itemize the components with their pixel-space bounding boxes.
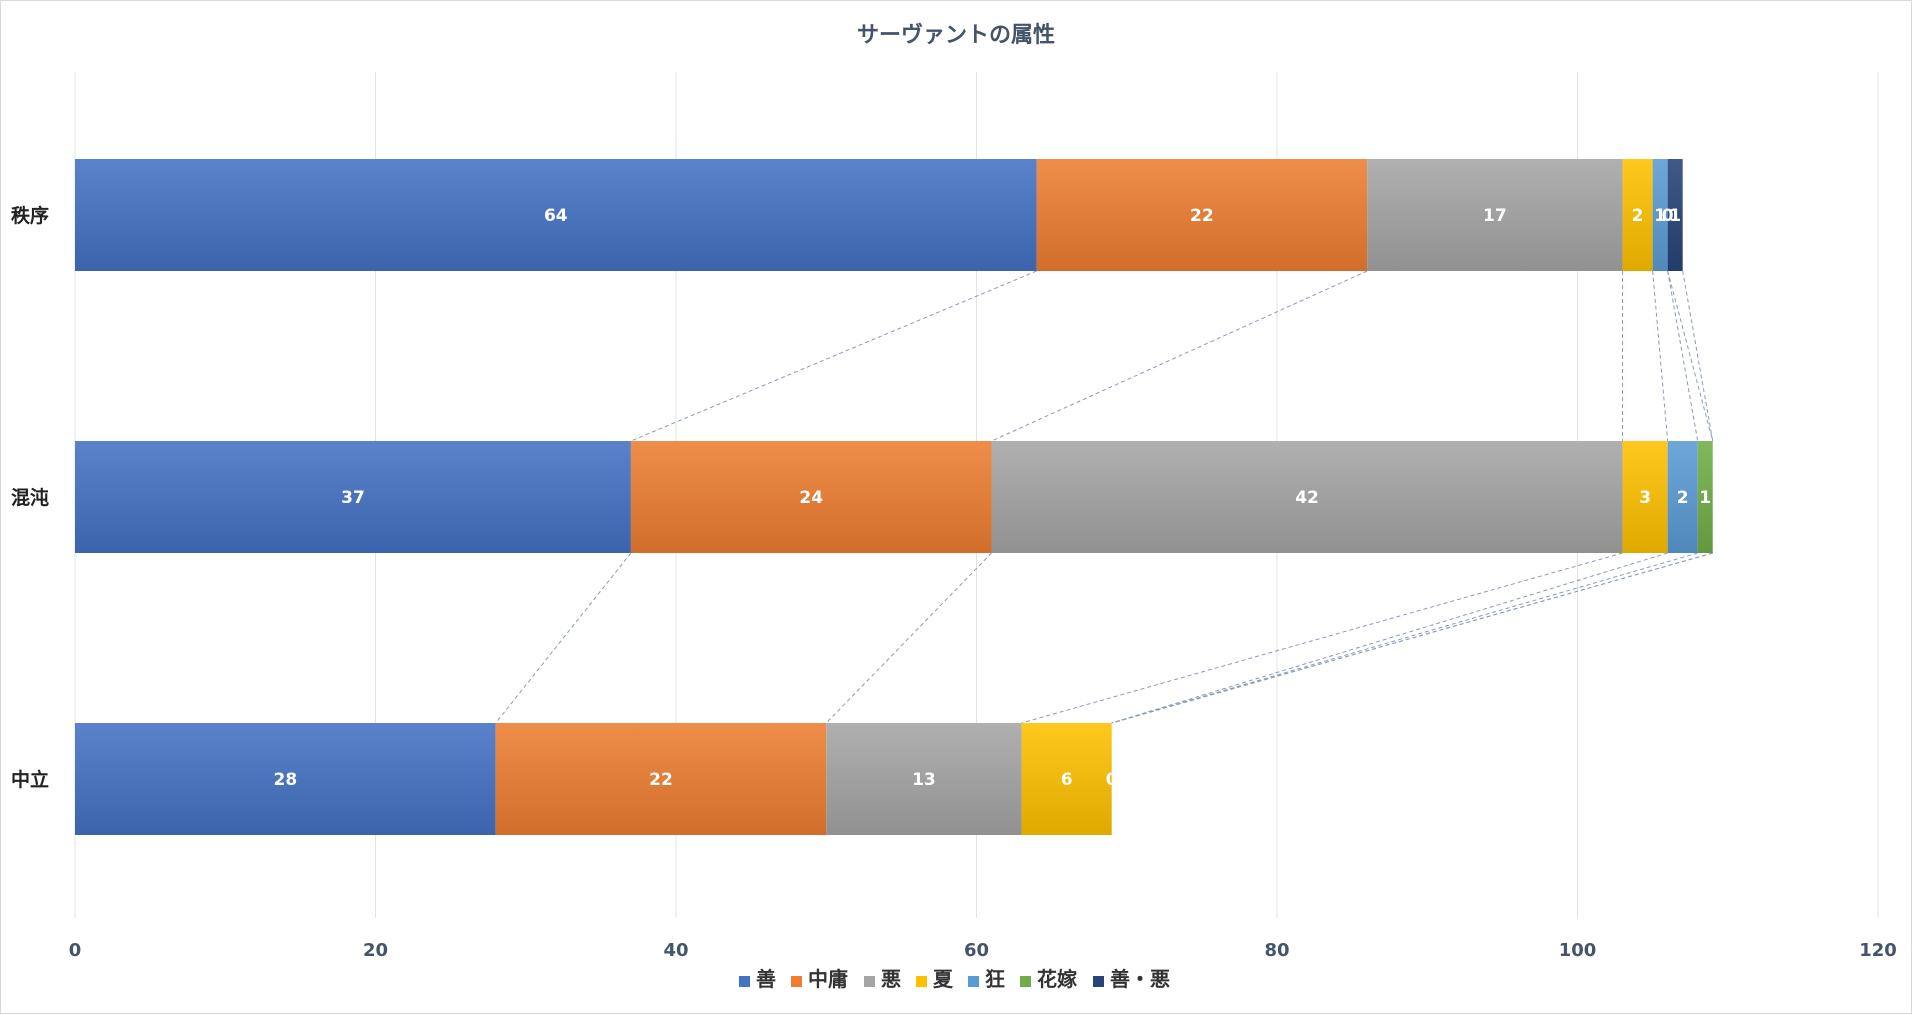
series-line [991,270,1368,442]
legend-swatch [916,976,927,987]
bar-segment [495,723,827,835]
legend: 善 中庸 悪 夏 狂 花嫁 善・悪 [739,967,1170,991]
series-lines [495,270,1714,724]
bar-segment [1652,159,1668,271]
x-tick-label: 0 [69,940,82,961]
x-tick-label: 40 [663,940,688,961]
data-label: 17 [1483,206,1507,226]
legend-swatch [968,976,979,987]
bar-segment [991,441,1623,553]
legend-label: 夏 [933,967,954,991]
series-line [1667,270,1714,442]
series-line [1667,270,1699,442]
value-axis: 0 20 40 60 80 100 120 [69,940,1897,961]
x-tick-label: 60 [964,940,989,961]
series-line [1021,552,1623,724]
legend-swatch [791,976,802,987]
bar-segment [630,441,992,553]
series-line [1111,552,1713,724]
series-line [630,270,1037,442]
x-tick-label: 100 [1559,940,1597,961]
bar-segment [75,159,1037,271]
series-line [1682,270,1714,442]
bar-segment [1697,441,1713,553]
data-label: 0 [1106,770,1118,790]
legend-label: 悪 [881,967,901,991]
legend-label: 花嫁 [1037,967,1077,991]
bar-segment [1367,159,1623,271]
x-tick-label: 20 [363,940,388,961]
category-label: 秩序 [11,204,49,227]
bar-segment [1036,159,1368,271]
data-label: 6 [1061,770,1073,790]
data-label: 2 [1632,206,1644,226]
data-label: 1 [1654,206,1666,226]
bar-segment [75,723,496,835]
data-label: 0 [1662,206,1674,226]
data-label: 22 [1190,206,1214,226]
bar-segment [1622,159,1653,271]
series-line [1111,552,1668,724]
data-label: 37 [341,488,365,508]
legend-label: 善 [756,967,776,991]
data-label: 64 [544,206,568,226]
data-label: 13 [912,770,936,790]
x-tick-label: 80 [1264,940,1289,961]
x-tick-label: 120 [1859,940,1897,961]
series-line [825,552,992,724]
bar-segment [1021,723,1112,835]
bars [75,159,1713,835]
series-line [1111,552,1698,724]
data-label: 3 [1639,488,1651,508]
bar-segment [1667,441,1698,553]
data-label: 2 [1677,488,1689,508]
legend-swatch [864,976,875,987]
category-label: 中立 [11,768,49,791]
legend-label: 善・悪 [1110,967,1170,991]
data-label: 42 [1295,488,1319,508]
bar-segment [826,723,1022,835]
data-label: 1 [1669,206,1681,226]
series-line [1652,270,1669,442]
chart-title: サーヴァントの属性 [857,22,1055,48]
data-label: 22 [649,770,673,790]
bar-segment [75,441,631,553]
legend-swatch [739,976,750,987]
legend-label: 中庸 [808,967,848,991]
bar-segment [1622,441,1668,553]
bar-segment [1667,159,1683,271]
data-label: 28 [274,770,298,790]
data-label: 1 [1699,488,1711,508]
series-line [495,552,632,724]
legend-swatch [1093,976,1104,987]
legend-label: 狂 [985,967,1005,991]
category-label: 混沌 [11,486,49,509]
data-label: 24 [799,488,823,508]
legend-swatch [1020,976,1031,987]
